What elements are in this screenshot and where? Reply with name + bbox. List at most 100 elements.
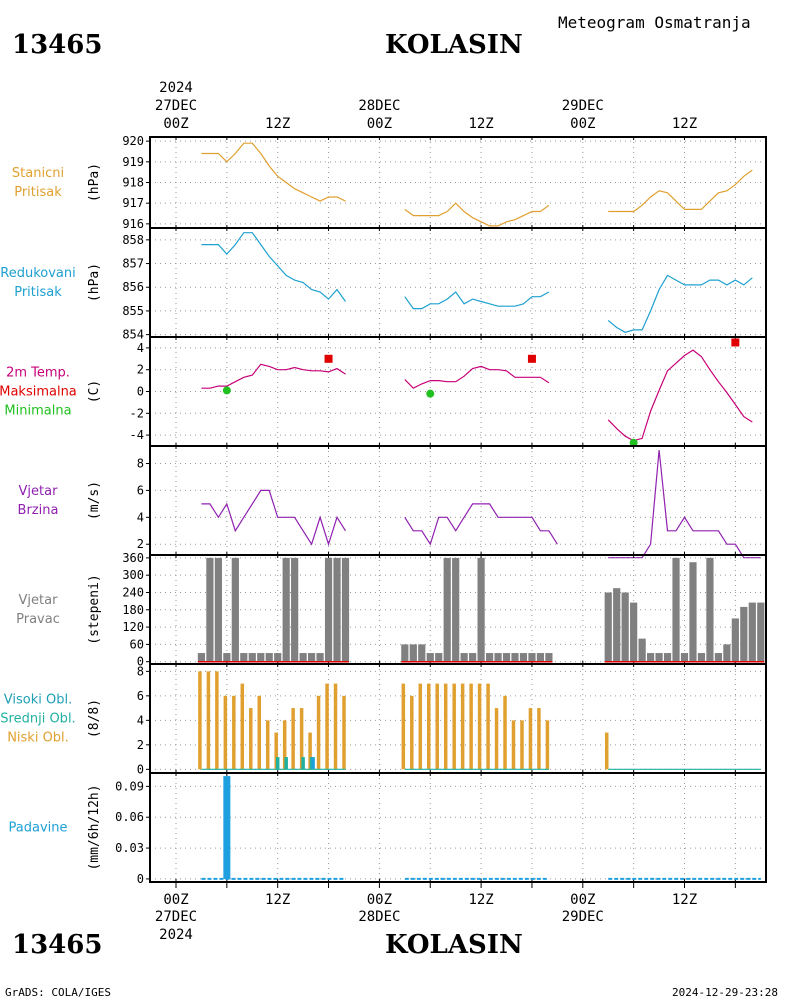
y-tick-label: 4 — [137, 341, 144, 355]
cloud-bar — [443, 683, 448, 770]
cloud-bar — [342, 695, 346, 770]
cloud-bar — [545, 720, 550, 770]
y-tick-label: 6 — [137, 483, 144, 497]
direction-bar — [621, 592, 629, 662]
series-line — [201, 489, 347, 547]
bottom-tick-label: 00Z — [163, 892, 188, 908]
y-tick-label: 920 — [122, 134, 144, 148]
direction-bar — [714, 653, 723, 662]
direction-bar — [257, 653, 265, 662]
y-tick-label: 120 — [122, 620, 144, 634]
y-tick-label: 8 — [137, 664, 144, 678]
cloud-bar — [275, 757, 280, 770]
direction-bar — [401, 644, 409, 662]
product-title: Meteogram Osmatranja — [558, 13, 751, 32]
y-tick-label: 858 — [122, 233, 144, 247]
header-station-id: 13465 — [12, 30, 103, 60]
cloud-bar — [282, 720, 287, 770]
cloud-bar — [284, 757, 288, 770]
y-axis-label: (hPa) — [87, 163, 102, 202]
cloud-bar — [460, 683, 465, 770]
direction-bar — [528, 653, 536, 662]
y-tick-label: 300 — [122, 568, 144, 582]
direction-bar — [409, 644, 417, 662]
panel-frame — [149, 227, 767, 338]
y-axis-label: (8/8) — [87, 699, 102, 738]
min-marker — [629, 438, 638, 447]
panel-precipitation — [146, 772, 767, 883]
cloud-bar — [503, 695, 507, 770]
cloud-bar — [427, 683, 431, 770]
y-tick-label: 856 — [122, 280, 144, 294]
y-tick-label: 2 — [137, 363, 144, 377]
max-marker — [527, 354, 536, 363]
cloud-bar — [410, 695, 414, 770]
direction-bar — [443, 557, 451, 662]
bottom-date-label: 27DEC — [155, 909, 197, 925]
cloud-bar — [333, 683, 338, 770]
y-tick-label: 916 — [122, 217, 144, 231]
y-tick-label: 60 — [130, 637, 144, 651]
cloud-bar — [240, 683, 245, 770]
panel-title-line: Vjetar — [19, 484, 59, 499]
bottom-tick-label: 12Z — [468, 892, 493, 908]
panel-title-line: Padavine — [9, 821, 68, 836]
min-marker — [222, 386, 231, 395]
series-line — [404, 503, 558, 546]
cloud-bar — [274, 732, 278, 770]
series-line — [404, 291, 550, 310]
top-date-label: 29DEC — [562, 98, 604, 114]
direction-bar — [460, 653, 468, 662]
series-line — [404, 202, 550, 227]
direction-bar — [545, 653, 553, 662]
y-tick-label: 0 — [137, 385, 144, 399]
precip-bar — [223, 776, 231, 879]
footer-credit: GrADS: COLA/IGES — [5, 986, 111, 999]
panel-title-line: Srednji Obl. — [0, 712, 75, 727]
y-tick-label: 2 — [137, 537, 144, 551]
panel-title-line: Pritisak — [14, 285, 62, 300]
direction-bar — [655, 653, 663, 662]
cloud-bar — [537, 708, 541, 770]
bottom-date-label: 28DEC — [358, 909, 400, 925]
panel-title-line: Stanicni — [12, 166, 64, 181]
direction-bar — [672, 557, 680, 662]
panel-wind_direction — [146, 554, 767, 665]
cloud-bar — [418, 683, 423, 770]
direction-bar — [435, 653, 443, 662]
direction-bar — [706, 557, 714, 662]
y-tick-label: 0.06 — [115, 810, 144, 824]
y-tick-label: 240 — [122, 585, 144, 599]
panel-frame — [149, 445, 767, 556]
series-line — [608, 169, 753, 213]
top-date-label: 28DEC — [358, 98, 400, 114]
top-tick-label: 00Z — [570, 116, 595, 132]
cloud-bar — [435, 683, 439, 770]
y-tick-label: -4 — [130, 428, 144, 442]
cloud-bar — [520, 720, 524, 770]
direction-bar — [214, 557, 222, 662]
direction-bar — [663, 653, 672, 662]
direction-bar — [291, 557, 299, 662]
direction-bar — [274, 653, 282, 662]
cloud-bar — [249, 708, 253, 770]
top-tick-label: 12Z — [468, 116, 493, 132]
series-line — [201, 232, 346, 302]
cloud-bar — [206, 671, 211, 770]
y-tick-label: 180 — [122, 603, 144, 617]
direction-bar — [333, 557, 341, 662]
direction-bar — [248, 653, 256, 662]
y-axis-label: (mm/6h/12h) — [87, 784, 102, 870]
direction-bar — [282, 557, 290, 662]
direction-bar — [723, 644, 731, 662]
y-tick-label: 919 — [122, 155, 144, 169]
cloud-bar — [223, 695, 228, 770]
footer-station-id: 13465 — [12, 930, 103, 960]
y-tick-label: 0.09 — [115, 779, 144, 793]
cloud-bar — [452, 683, 456, 770]
cloud-bar — [311, 757, 315, 770]
header-station-name: KOLASIN — [385, 30, 523, 60]
bottom-year-label: 2024 — [159, 927, 193, 943]
direction-bar — [638, 638, 646, 662]
